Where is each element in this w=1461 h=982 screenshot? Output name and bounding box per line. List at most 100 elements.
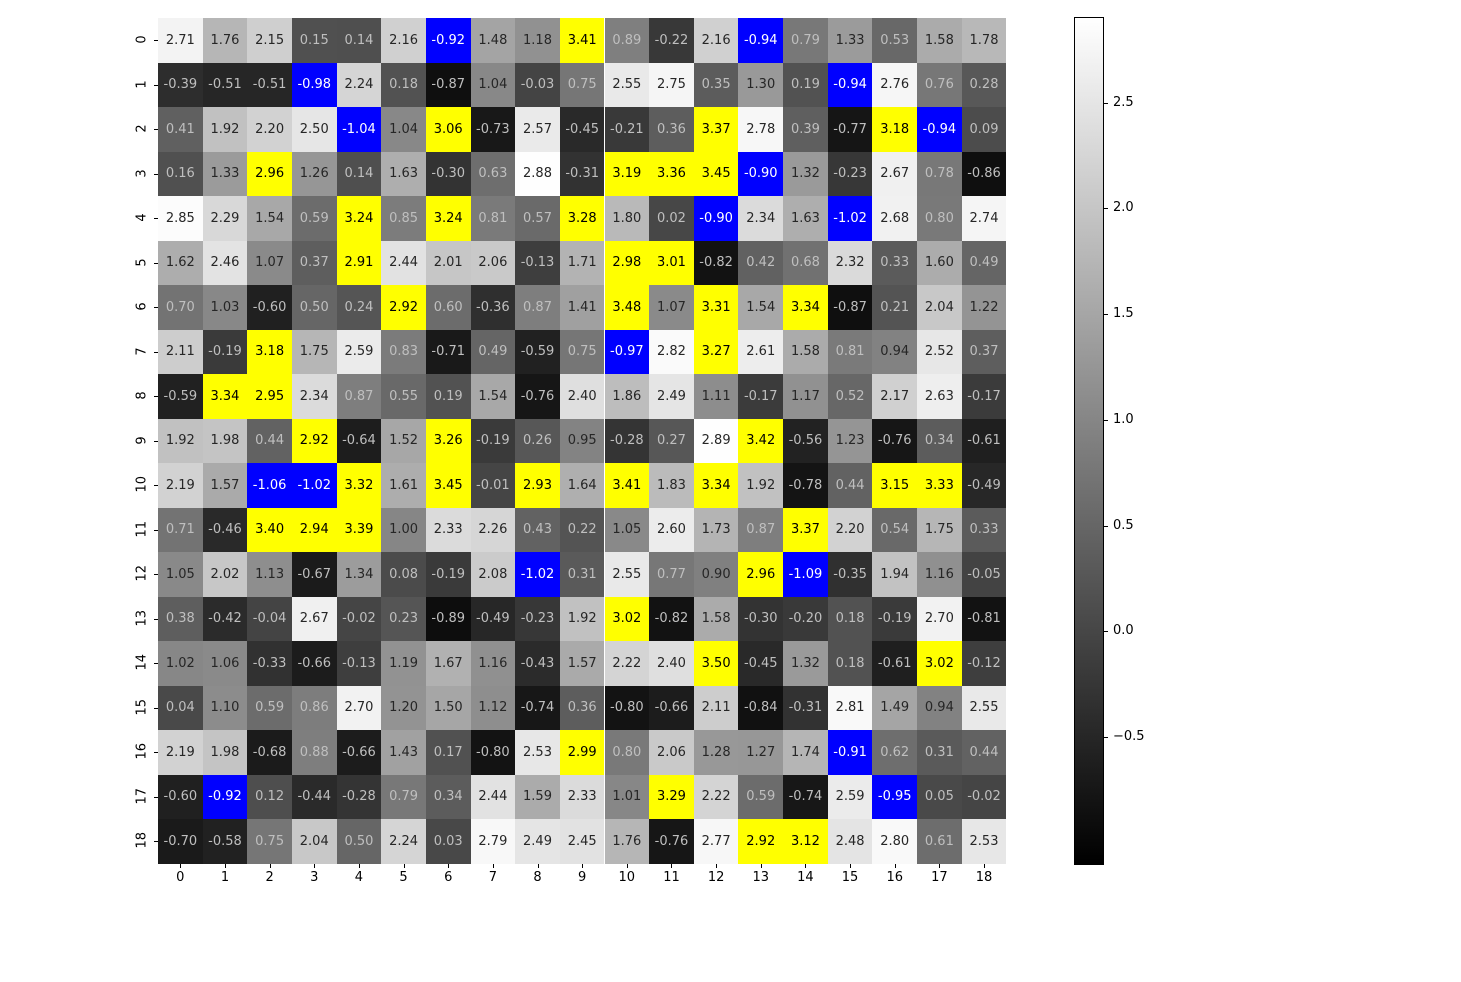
x-tick-label: 9 [570, 870, 594, 885]
heatmap-cell: 2.81 [828, 686, 873, 731]
heatmap-cell: -0.30 [738, 597, 783, 642]
heatmap-cell: 3.37 [694, 107, 739, 152]
heatmap-cell: -0.92 [426, 18, 471, 63]
y-tick-label: 12 [135, 566, 150, 582]
x-tick-mark [448, 864, 449, 868]
heatmap-cell: 2.59 [337, 330, 382, 375]
heatmap-cell: 2.44 [471, 775, 516, 820]
heatmap-cell: 1.75 [292, 330, 337, 375]
heatmap-cell: -0.02 [337, 597, 382, 642]
y-tick-label: 1 [135, 76, 150, 92]
heatmap-cell: 0.37 [292, 241, 337, 286]
heatmap-cell: 1.16 [917, 552, 962, 597]
heatmap-cell: 1.54 [247, 196, 292, 241]
heatmap-cell: 1.75 [917, 508, 962, 553]
heatmap-cell: 0.22 [560, 508, 605, 553]
heatmap-cell: 0.04 [158, 686, 203, 731]
heatmap-cell: 2.06 [471, 241, 516, 286]
heatmap-cell: -0.73 [471, 107, 516, 152]
x-tick-label: 12 [704, 870, 728, 885]
heatmap-cell: -0.22 [649, 18, 694, 63]
heatmap-cell: 3.24 [426, 196, 471, 241]
heatmap-cell: 1.32 [783, 641, 828, 686]
x-tick-mark [850, 864, 851, 868]
heatmap-cell: 0.02 [649, 196, 694, 241]
heatmap-cell: 0.75 [560, 330, 605, 375]
heatmap-cell: 1.92 [560, 597, 605, 642]
x-tick-label: 16 [883, 870, 907, 885]
x-tick-label: 2 [258, 870, 282, 885]
heatmap-cell: -0.02 [962, 775, 1007, 820]
heatmap-cell: 2.77 [694, 819, 739, 864]
heatmap-cell: 1.86 [605, 374, 650, 419]
heatmap-cell: 0.94 [872, 330, 917, 375]
y-tick-mark [154, 574, 158, 575]
y-tick-mark [154, 174, 158, 175]
heatmap-cell: 0.83 [381, 330, 426, 375]
heatmap-cell: 0.94 [917, 686, 962, 731]
heatmap-cell: 3.29 [649, 775, 694, 820]
x-tick-mark [270, 864, 271, 868]
heatmap-cell: -0.81 [962, 597, 1007, 642]
heatmap-cell: 1.26 [292, 152, 337, 197]
heatmap-cell: -1.02 [292, 463, 337, 508]
heatmap-cell: 3.24 [337, 196, 382, 241]
y-tick-mark [154, 263, 158, 264]
x-tick-label: 1 [213, 870, 237, 885]
heatmap-cell: 2.26 [471, 508, 516, 553]
heatmap-cell: 2.04 [917, 285, 962, 330]
heatmap-cell: 2.92 [292, 419, 337, 464]
heatmap-cell: -0.19 [203, 330, 248, 375]
heatmap-cell: 3.45 [694, 152, 739, 197]
colorbar-tick-label: 2.5 [1113, 95, 1134, 110]
y-tick-mark [154, 485, 158, 486]
heatmap-cell: -0.31 [560, 152, 605, 197]
heatmap-cell: -0.19 [471, 419, 516, 464]
heatmap-cell: 3.34 [783, 285, 828, 330]
x-tick-mark [805, 864, 806, 868]
heatmap-cell: -0.45 [738, 641, 783, 686]
heatmap-cell: 3.40 [247, 508, 292, 553]
x-tick-label: 6 [436, 870, 460, 885]
colorbar [1075, 18, 1103, 864]
heatmap-cell: 3.15 [872, 463, 917, 508]
heatmap-cell: 2.57 [515, 107, 560, 152]
heatmap-cell: 1.61 [381, 463, 426, 508]
heatmap-cell: -0.68 [247, 730, 292, 775]
heatmap-cell: 1.83 [649, 463, 694, 508]
heatmap-cell: 1.18 [515, 18, 560, 63]
heatmap-cell: 2.55 [962, 686, 1007, 731]
heatmap-cell: -0.80 [471, 730, 516, 775]
heatmap-cell: -0.03 [515, 63, 560, 108]
heatmap-cell: 1.58 [694, 597, 739, 642]
heatmap-cell: -0.46 [203, 508, 248, 553]
heatmap-cell: 0.36 [649, 107, 694, 152]
y-tick-mark [154, 797, 158, 798]
heatmap-cell: 2.19 [158, 730, 203, 775]
heatmap-cell: -0.01 [471, 463, 516, 508]
heatmap-cell: -0.92 [203, 775, 248, 820]
heatmap-cell: 0.23 [381, 597, 426, 642]
heatmap-cell: 2.67 [872, 152, 917, 197]
heatmap-cell: 1.06 [203, 641, 248, 686]
heatmap-cell: 1.13 [247, 552, 292, 597]
heatmap-cell: 1.34 [337, 552, 382, 597]
colorbar-tick-mark [1103, 737, 1108, 738]
heatmap-cell: 0.35 [694, 63, 739, 108]
heatmap-cell: 0.81 [471, 196, 516, 241]
heatmap-cell: 2.16 [694, 18, 739, 63]
y-tick-label: 15 [135, 699, 150, 715]
x-tick-label: 5 [392, 870, 416, 885]
heatmap-cell: 1.57 [560, 641, 605, 686]
heatmap-cell: 3.01 [649, 241, 694, 286]
heatmap-cell: -0.42 [203, 597, 248, 642]
heatmap-cell: -0.51 [247, 63, 292, 108]
heatmap-cell: 0.50 [337, 819, 382, 864]
heatmap-cell: 0.41 [158, 107, 203, 152]
x-tick-label: 11 [659, 870, 683, 885]
y-tick-mark [154, 40, 158, 41]
heatmap-cell: 3.37 [783, 508, 828, 553]
heatmap-cell: 2.06 [649, 730, 694, 775]
heatmap-cell: 3.41 [605, 463, 650, 508]
heatmap-cell: 3.19 [605, 152, 650, 197]
